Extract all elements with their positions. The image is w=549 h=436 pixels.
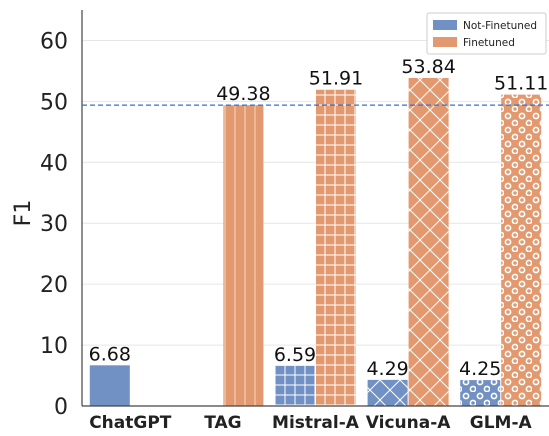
x-tick-label: GLM-A: [470, 413, 533, 432]
legend: Not-Finetuned Finetuned: [426, 12, 547, 55]
x-tick-label: ChatGPT: [89, 413, 172, 432]
bar-hatch: [223, 105, 264, 407]
bar-value-label: 6.68: [89, 343, 131, 365]
y-tick-label: 40: [40, 151, 68, 176]
y-tick-label: 60: [40, 29, 68, 54]
y-tick-label: 30: [40, 212, 68, 237]
axes: 0 10 20 30 40 50 60 ChatGPT TAG Mistral-A Vicuna-A…: [40, 10, 549, 433]
bar-hatch: [460, 380, 501, 406]
bar-hatch: [408, 77, 449, 407]
x-tick-label: Vicuna-A: [366, 413, 451, 432]
bar-value-label: 49.38: [216, 83, 270, 105]
legend-label: Not-Finetuned: [463, 20, 537, 32]
legend-label: Finetuned: [463, 37, 515, 49]
bar-hatch: [316, 89, 356, 407]
y-tick-label: 10: [40, 334, 68, 359]
bar-value-label: 51.91: [309, 68, 363, 90]
bar-value-label: 53.84: [401, 56, 455, 78]
legend-swatch: [433, 20, 457, 30]
bars: [89, 77, 542, 407]
y-tick-label: 0: [54, 395, 68, 420]
bar-value-label: 51.11: [494, 73, 548, 95]
y-tick-label: 20: [40, 273, 68, 298]
value-labels: 6.68 49.38 6.59 51.91 4.29 53.84 4.25 51.11: [82, 56, 549, 380]
legend-swatch: [433, 37, 457, 47]
grid-lines: [82, 39, 549, 407]
y-axis-label: F1: [11, 200, 36, 227]
bar-hatch: [275, 365, 315, 406]
bar-hatch: [367, 379, 408, 406]
bar-value-label: 4.29: [366, 358, 408, 380]
bar-value-label: 4.25: [459, 358, 501, 380]
y-tick-label: 50: [40, 90, 68, 115]
bar-value-label: 6.59: [274, 344, 316, 366]
x-tick-label: TAG: [204, 413, 241, 432]
x-tick-label: Mistral-A: [272, 413, 360, 432]
bar-not-finetuned-chatgpt: [89, 365, 130, 406]
bar-hatch: [501, 94, 542, 406]
